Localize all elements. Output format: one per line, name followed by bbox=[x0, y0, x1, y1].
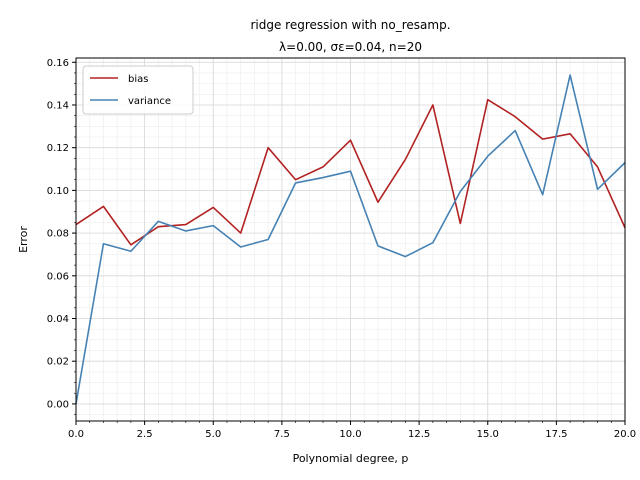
legend: bias variance bbox=[82, 65, 194, 115]
y-tick-label: 0.12 bbox=[47, 143, 69, 154]
series-line-variance bbox=[75, 74, 626, 405]
x-tick-label: 7.5 bbox=[274, 429, 290, 440]
y-tick-label: 0.04 bbox=[47, 314, 69, 325]
y-tick-label: 0.10 bbox=[47, 186, 69, 197]
x-tick-label: 20.0 bbox=[614, 429, 636, 440]
axis-ticks: 0.0 2.5 5.0 7.5 10.0 12.5 15.0 17.5 20.0 0.00 0.02… bbox=[47, 58, 636, 440]
x-tick-label: 0.0 bbox=[68, 429, 84, 440]
y-tick-label: 0.00 bbox=[47, 399, 69, 410]
x-tick-label: 17.5 bbox=[545, 429, 567, 440]
series-line-bias bbox=[75, 98, 626, 246]
y-tick-label: 0.02 bbox=[47, 357, 69, 368]
y-tick-label: 0.14 bbox=[47, 100, 69, 111]
x-tick-label: 2.5 bbox=[137, 429, 153, 440]
x-tick-label: 12.5 bbox=[408, 429, 430, 440]
x-axis-label: Polynomial degree, p bbox=[293, 452, 409, 465]
chart-title-line2: λ=0.00, σε=0.04, n=20 bbox=[279, 40, 422, 54]
y-tick-label: 0.08 bbox=[47, 229, 69, 240]
y-tick-label: 0.06 bbox=[47, 271, 69, 282]
grid bbox=[75, 58, 626, 421]
x-tick-label: 15.0 bbox=[477, 429, 499, 440]
chart-title-line1: ridge regression with no_resamp. bbox=[250, 18, 450, 32]
y-tick-label: 0.16 bbox=[47, 58, 69, 69]
plot-lines bbox=[75, 74, 626, 405]
x-tick-label: 10.0 bbox=[339, 429, 361, 440]
legend-label-bias: bias bbox=[128, 74, 148, 85]
legend-label-variance: variance bbox=[128, 96, 171, 107]
x-tick-label: 5.0 bbox=[205, 429, 221, 440]
y-axis-label: Error bbox=[17, 226, 30, 253]
